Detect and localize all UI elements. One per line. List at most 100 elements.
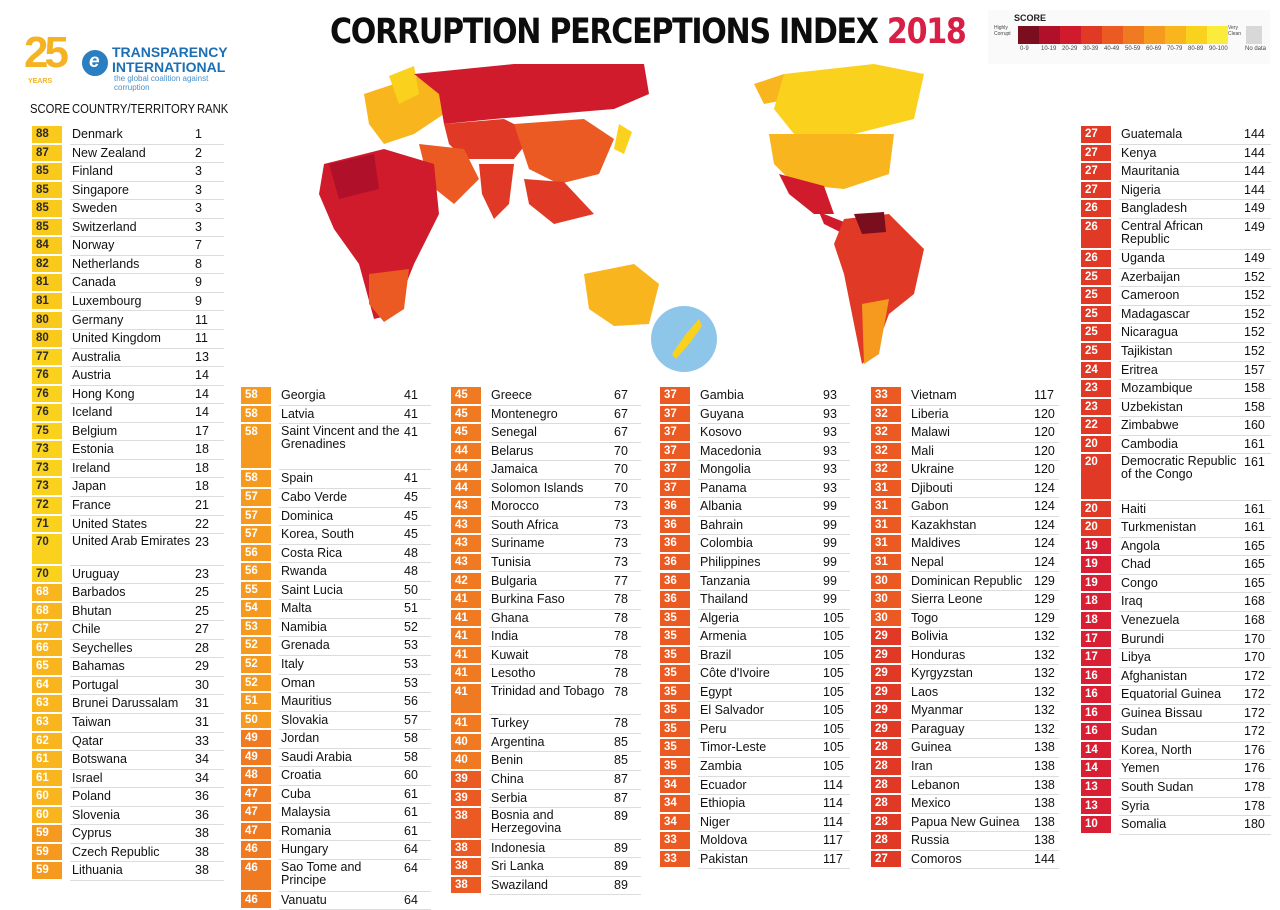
score-cell: 33	[871, 387, 901, 404]
table-row: 35 Egypt 105	[660, 683, 850, 703]
row-divider	[698, 608, 850, 610]
row-divider	[70, 638, 224, 640]
table-row: 36 Tanzania 99	[660, 572, 850, 592]
country-cell: Turkmenistan	[1121, 520, 1197, 535]
country-cell: Cyprus	[72, 826, 112, 841]
country-cell: Iceland	[72, 405, 113, 420]
rank-cell: 50	[404, 582, 418, 597]
country-cell: Djibouti	[911, 480, 953, 495]
rank-cell: 117	[823, 851, 843, 866]
row-divider	[1119, 611, 1271, 612]
row-divider	[489, 645, 641, 647]
score-cell: 55	[241, 581, 271, 599]
row-divider	[1119, 379, 1271, 381]
score-cell: 59	[32, 862, 62, 879]
table-row: 50 Slovakia 57	[241, 711, 431, 731]
country-cell: Bolivia	[911, 629, 948, 644]
rank-cell: 61	[404, 823, 418, 838]
table-row: 41 India 78	[451, 628, 641, 647]
country-cell: Democratic Republic of the Congo	[1121, 454, 1237, 482]
score-cell: 75	[32, 422, 62, 440]
score-cell: 28	[871, 776, 901, 794]
row-divider	[279, 890, 431, 892]
map-region-central-asia	[444, 119, 534, 159]
row-divider	[1119, 143, 1271, 145]
score-cell: 60	[32, 788, 62, 805]
table-row: 44 Belarus 70	[451, 442, 641, 462]
score-cell: 19	[1081, 537, 1111, 555]
country-cell: South Africa	[491, 517, 559, 532]
table-row: 65 Bahamas 29	[32, 658, 224, 677]
score-cell: 41	[451, 665, 481, 682]
country-cell: Timor-Leste	[700, 740, 767, 755]
table-row: 35 Timor-Leste 105	[660, 739, 850, 758]
score-cell: 25	[1081, 287, 1111, 304]
row-divider	[70, 273, 224, 275]
row-divider	[698, 478, 850, 480]
table-row: 38 Bosnia and Herzegovina 89	[451, 808, 641, 840]
country-cell: Macedonia	[700, 443, 762, 458]
row-divider	[1119, 416, 1271, 418]
rank-cell: 93	[823, 388, 837, 402]
table-row: 29 Kyrgyzstan 132	[871, 665, 1059, 684]
score-cell: 29	[871, 646, 901, 664]
table-row: 31 Kazakhstan 124	[871, 516, 1059, 536]
table-row: 16 Sudan 172	[1081, 723, 1271, 742]
row-divider	[70, 787, 224, 789]
row-divider	[909, 645, 1059, 647]
country-cell: Dominica	[281, 508, 334, 523]
row-divider	[279, 692, 431, 694]
map-region-india	[479, 164, 514, 219]
rank-cell: 73	[614, 554, 628, 569]
score-cell: 41	[451, 715, 481, 732]
row-divider	[1119, 180, 1271, 182]
country-cell: Philippines	[700, 554, 761, 569]
table-row: 20 Haiti 161	[1081, 500, 1271, 520]
country-cell: Afghanistan	[1121, 668, 1188, 683]
rank-cell: 89	[614, 809, 628, 824]
country-cell: Gambia	[700, 388, 744, 402]
country-cell: Spain	[281, 471, 313, 486]
score-cell: 37	[660, 405, 690, 423]
country-cell: Trinidad and Tobago	[491, 683, 605, 698]
country-cell: India	[491, 629, 519, 644]
row-divider	[70, 675, 224, 677]
score-cell: 60	[32, 806, 62, 824]
legend-swatch	[1060, 26, 1081, 44]
row-divider	[698, 849, 850, 851]
score-cell: 30	[871, 609, 901, 627]
rank-cell: 99	[823, 517, 837, 532]
score-cell: 18	[1081, 593, 1111, 610]
score-cell: 76	[32, 385, 62, 403]
score-cell: 27	[1081, 163, 1111, 180]
country-cell: Jamaica	[491, 462, 538, 477]
row-divider	[1119, 342, 1271, 344]
table-row: 36 Bahrain 99	[660, 516, 850, 536]
title-year: 2018	[886, 12, 967, 52]
country-cell: Zimbabwe	[1121, 418, 1179, 433]
table-row: 57 Cabo Verde 45	[241, 489, 431, 508]
rank-cell: 172	[1244, 724, 1265, 739]
rank-cell: 93	[823, 406, 837, 421]
table-row: 72 France 21	[32, 497, 224, 516]
country-cell: Serbia	[491, 790, 528, 805]
table-row: 43 South Africa 73	[451, 516, 641, 536]
row-divider	[489, 404, 641, 406]
row-divider	[70, 750, 224, 752]
row-divider	[1119, 453, 1271, 455]
country-cell: Iraq	[1121, 594, 1143, 609]
score-cell: 16	[1081, 686, 1111, 703]
score-cell: 27	[1081, 144, 1111, 162]
rank-cell: 129	[1034, 610, 1055, 625]
table-row: 61 Botswana 34	[32, 751, 224, 770]
rank-cell: 105	[823, 610, 844, 625]
score-cell: 25	[1081, 268, 1111, 286]
country-cell: El Salvador	[700, 703, 764, 718]
score-cell: 34	[660, 813, 690, 831]
rank-cell: 105	[823, 647, 844, 662]
legend-bin-label: 90-100	[1209, 46, 1228, 52]
rank-cell: 149	[1244, 251, 1265, 266]
rank-cell: 99	[823, 499, 837, 514]
country-cell: Ireland	[72, 460, 111, 475]
row-divider	[909, 775, 1059, 777]
